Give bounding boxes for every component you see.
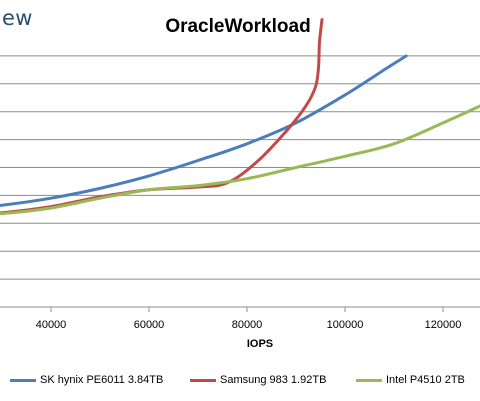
x-tick-label-0: 40000	[36, 319, 67, 331]
series-line-0	[0, 54, 408, 207]
x-tick-label-3: 100000	[327, 319, 364, 331]
legend-swatch-sk-hynix	[10, 378, 36, 382]
x-tick-labels: 40000 60000 80000 100000 120000	[36, 307, 462, 331]
legend-item-sk-hynix: SK hynix PE6011 3.84TB	[10, 374, 163, 386]
series-lines	[0, 18, 480, 216]
x-axis-label: IOPS	[246, 338, 274, 350]
legend-label-sk-hynix: SK hynix PE6011 3.84TB	[40, 374, 164, 386]
series-line-2	[0, 104, 480, 216]
series-line-1	[0, 18, 324, 215]
chart-title: OracleWorkload	[0, 16, 480, 38]
brand-logo-text: ew	[2, 6, 33, 30]
legend-item-samsung: Samsung 983 1.92TB	[190, 374, 326, 386]
legend: SK hynix PE6011 3.84TB Samsung 983 1.92T…	[0, 374, 480, 390]
gridlines	[0, 55, 480, 280]
x-tick-label-4: 120000	[425, 319, 462, 331]
x-tick-label-1: 60000	[134, 319, 165, 331]
x-tick-label-2: 80000	[232, 319, 263, 331]
legend-item-intel: Intel P4510 2TB	[356, 374, 465, 386]
chart-title-text: OracleWorkload	[165, 16, 311, 37]
legend-label-samsung: Samsung 983 1.92TB	[220, 374, 327, 386]
legend-label-intel: Intel P4510 2TB	[386, 374, 465, 386]
legend-swatch-intel	[356, 378, 382, 382]
legend-swatch-samsung	[190, 378, 216, 382]
